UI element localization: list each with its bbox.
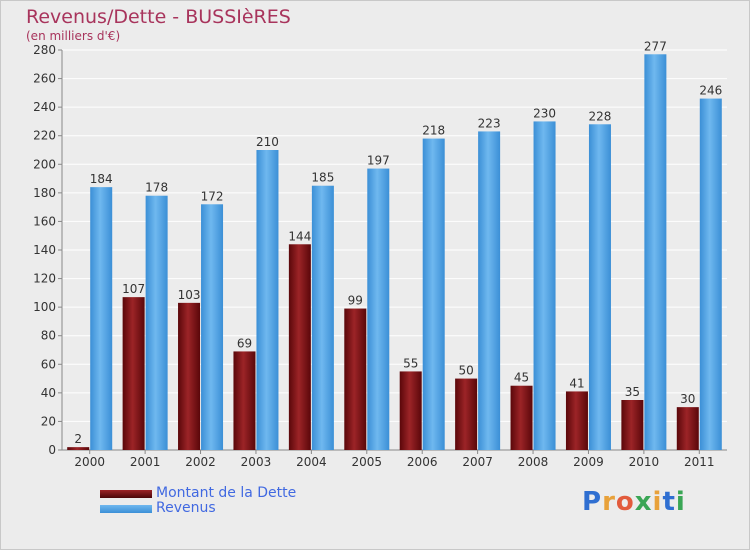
revenue-data-label: 246 <box>699 84 722 98</box>
revenue-data-label: 277 <box>644 39 667 53</box>
y-tick-label: 0 <box>48 443 56 457</box>
revenue-bar <box>311 185 334 450</box>
legend-label-debt: Montant de la Dette <box>156 485 297 501</box>
debt-data-label: 41 <box>569 376 584 390</box>
debt-data-label: 50 <box>458 364 473 378</box>
debt-data-label: 99 <box>348 294 363 308</box>
revenue-data-label: 184 <box>90 172 113 186</box>
revenue-bar <box>367 168 390 451</box>
revenue-data-label: 218 <box>422 124 445 138</box>
revenue-bar <box>422 138 445 451</box>
debt-bar <box>399 371 422 450</box>
y-tick-label: 120 <box>33 272 56 286</box>
legend: Montant de la Dette Revenus <box>100 486 296 516</box>
x-tick-label: 2004 <box>296 455 327 469</box>
revenue-data-label: 197 <box>367 154 390 168</box>
y-tick-label: 260 <box>33 72 56 86</box>
legend-item-debt: Montant de la Dette <box>100 486 296 501</box>
logo-letter: i <box>652 487 663 517</box>
logo-letter: i <box>675 487 686 517</box>
x-tick-label: 2007 <box>462 455 493 469</box>
revenue-data-label: 178 <box>145 181 168 195</box>
x-tick-label: 2008 <box>518 455 549 469</box>
legend-item-revenue: Revenus <box>100 501 296 516</box>
y-tick-label: 240 <box>33 100 56 114</box>
logo-letter: o <box>615 487 635 517</box>
revenue-bar <box>644 54 667 451</box>
debt-data-label: 69 <box>237 336 252 350</box>
logo-letter: r <box>602 487 616 517</box>
debt-data-label: 45 <box>514 371 529 385</box>
proxiti-logo: Proxiti <box>582 487 686 517</box>
x-tick-label: 2006 <box>407 455 438 469</box>
y-tick-label: 140 <box>33 243 56 257</box>
debt-bar <box>233 351 256 450</box>
debt-bar <box>122 297 145 450</box>
y-tick-label: 220 <box>33 129 56 143</box>
y-tick-label: 40 <box>41 386 56 400</box>
debt-bar <box>288 244 311 450</box>
y-tick-label: 20 <box>41 414 56 428</box>
chart-subtitle: (en milliers d'€) <box>26 29 121 43</box>
x-tick-label: 2009 <box>573 455 604 469</box>
y-tick-label: 100 <box>33 300 56 314</box>
logo-letter: P <box>582 487 603 517</box>
revenue-bar <box>90 187 113 450</box>
debt-bar <box>565 391 588 450</box>
debt-data-label: 55 <box>403 356 418 370</box>
revenue-data-label: 230 <box>533 106 556 120</box>
debt-data-label: 35 <box>625 385 640 399</box>
x-tick-label: 2011 <box>684 455 715 469</box>
revenue-data-label: 172 <box>201 189 224 203</box>
legend-label-revenue: Revenus <box>156 500 216 516</box>
chart-title: Revenus/Dette - BUSSIèRES <box>26 6 291 28</box>
y-tick-label: 180 <box>33 186 56 200</box>
revenue-bar <box>256 150 279 450</box>
debt-bar <box>67 447 90 450</box>
revenue-bar <box>699 98 722 451</box>
revenue-data-label: 228 <box>589 109 612 123</box>
revenue-bar <box>588 124 611 451</box>
y-tick-label: 80 <box>41 329 56 343</box>
x-tick-label: 2005 <box>352 455 383 469</box>
revenue-bar <box>478 131 501 450</box>
y-tick-label: 60 <box>41 357 56 371</box>
logo-letter: x <box>634 487 653 517</box>
revenue-data-label: 210 <box>256 135 279 149</box>
debt-bar <box>178 302 201 450</box>
debt-bar <box>455 378 478 450</box>
debt-data-label: 107 <box>122 282 145 296</box>
y-tick-label: 200 <box>33 157 56 171</box>
debt-data-label: 144 <box>288 229 311 243</box>
revenue-bar <box>145 195 168 450</box>
debt-data-label: 2 <box>74 432 82 446</box>
debt-bar <box>621 400 644 450</box>
y-tick-label: 280 <box>33 43 56 57</box>
x-tick-label: 2010 <box>629 455 660 469</box>
debt-bar <box>676 407 699 450</box>
x-tick-label: 2002 <box>185 455 216 469</box>
revenue-data-label: 223 <box>478 116 501 130</box>
legend-swatch-revenue <box>100 504 152 513</box>
revenue-bar <box>533 121 556 450</box>
y-tick-label: 160 <box>33 214 56 228</box>
debt-bar <box>510 385 533 450</box>
logo-letter: t <box>662 487 676 517</box>
revenue-data-label: 185 <box>311 171 334 185</box>
debt-data-label: 103 <box>178 288 201 302</box>
x-tick-label: 2000 <box>74 455 105 469</box>
debt-bar <box>344 308 367 450</box>
debt-data-label: 30 <box>680 392 695 406</box>
revenue-bar <box>201 204 224 450</box>
legend-swatch-debt <box>100 489 152 498</box>
x-tick-label: 2003 <box>241 455 272 469</box>
x-tick-label: 2001 <box>130 455 161 469</box>
